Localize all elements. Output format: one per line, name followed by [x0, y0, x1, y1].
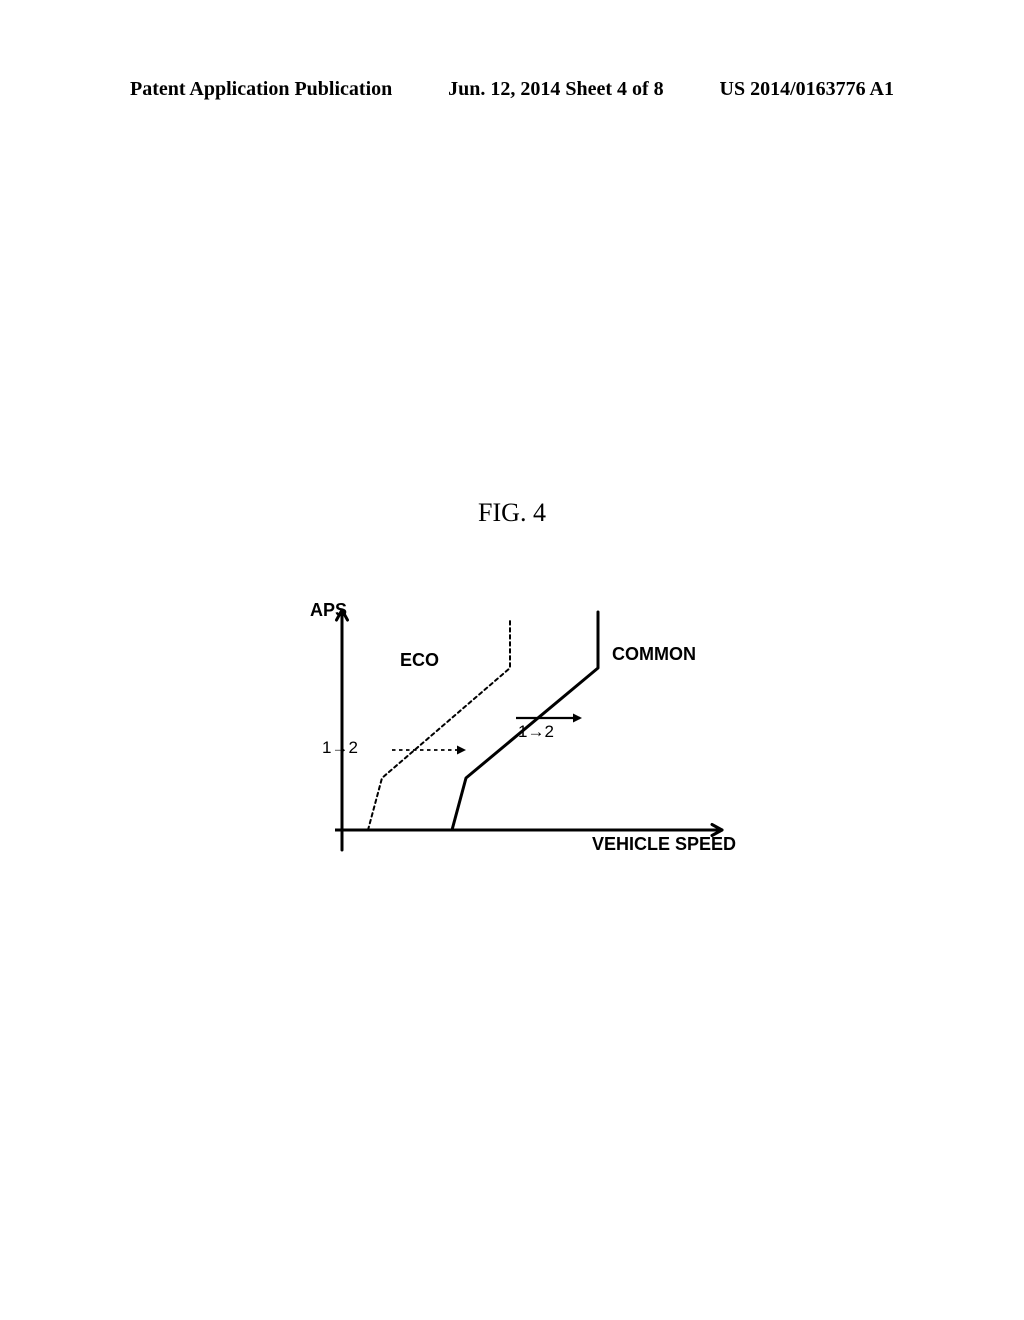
header-left: Patent Application Publication — [130, 78, 392, 101]
page: Patent Application Publication Jun. 12, … — [0, 0, 1024, 1320]
shift-label-eco: 1→2 — [322, 738, 358, 758]
shift-label-common: 1→2 — [518, 722, 554, 742]
header-right: US 2014/0163776 A1 — [720, 78, 894, 101]
figure-title: FIG. 4 — [0, 498, 1024, 528]
header-row: Patent Application Publication Jun. 12, … — [0, 78, 1024, 101]
series-eco-label: ECO — [400, 650, 439, 671]
x-axis-label: VEHICLE SPEED — [592, 834, 736, 855]
page-header: Patent Application Publication Jun. 12, … — [0, 78, 1024, 101]
header-center: Jun. 12, 2014 Sheet 4 of 8 — [448, 78, 664, 101]
y-axis-label: APS — [310, 600, 347, 621]
chart-figure-4: APS ECO COMMON 1→2 1→2 VEHICLE SPEED — [282, 590, 782, 890]
series-common-label: COMMON — [612, 644, 696, 665]
